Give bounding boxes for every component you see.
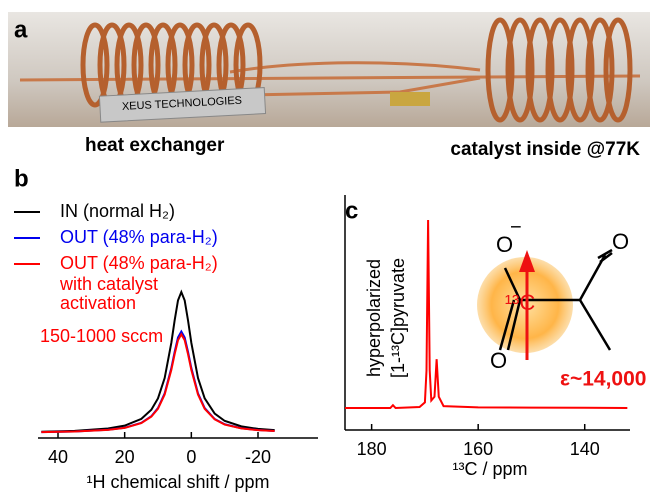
- legend-label: OUT (48% para-H₂): [60, 227, 218, 247]
- caption: heat exchanger: [85, 135, 225, 156]
- x-tick-label: -20: [245, 447, 271, 467]
- figure: XEUS TECHNOLOGIES a heat exchanger catal…: [0, 0, 650, 493]
- x-axis-label: ¹³C / ppm: [452, 459, 527, 479]
- rotated-label: hyperpolarized: [364, 259, 384, 377]
- charge: −: [510, 216, 522, 238]
- spectrum-line: [41, 332, 274, 433]
- isotope-label: ¹³C: [505, 290, 536, 315]
- photo: XEUS TECHNOLOGIES a: [8, 12, 650, 127]
- x-tick-label: 160: [463, 439, 493, 459]
- enhancement: ε~14,000: [560, 368, 646, 391]
- atom: O: [612, 229, 629, 254]
- panel-letter: c: [345, 197, 358, 224]
- x-tick-label: 180: [357, 439, 387, 459]
- legend-note: with catalyst: [59, 274, 158, 294]
- panel-letter: a: [14, 16, 28, 43]
- legend-label: OUT (48% para-H₂): [60, 253, 218, 273]
- legend-note: activation: [60, 293, 136, 313]
- spectrum-line: [41, 292, 274, 432]
- spectrum-line: [41, 334, 274, 432]
- x-tick-label: 0: [186, 447, 196, 467]
- x-tick-label: 40: [48, 447, 68, 467]
- x-tick-label: 140: [570, 439, 600, 459]
- annotation: 150-1000 sccm: [40, 326, 163, 346]
- legend-label: IN (normal H₂): [60, 201, 175, 221]
- x-tick-label: 20: [115, 447, 135, 467]
- panel-letter: b: [14, 165, 29, 192]
- caption: catalyst inside @77K: [450, 139, 640, 160]
- atom: O: [490, 348, 507, 373]
- molecule: O − O O ¹³C ε~14,000: [477, 216, 646, 390]
- x-axis-label: ¹H chemical shift / ppm: [86, 472, 269, 492]
- rotated-label: [1-¹³C]pyruvate: [388, 258, 408, 378]
